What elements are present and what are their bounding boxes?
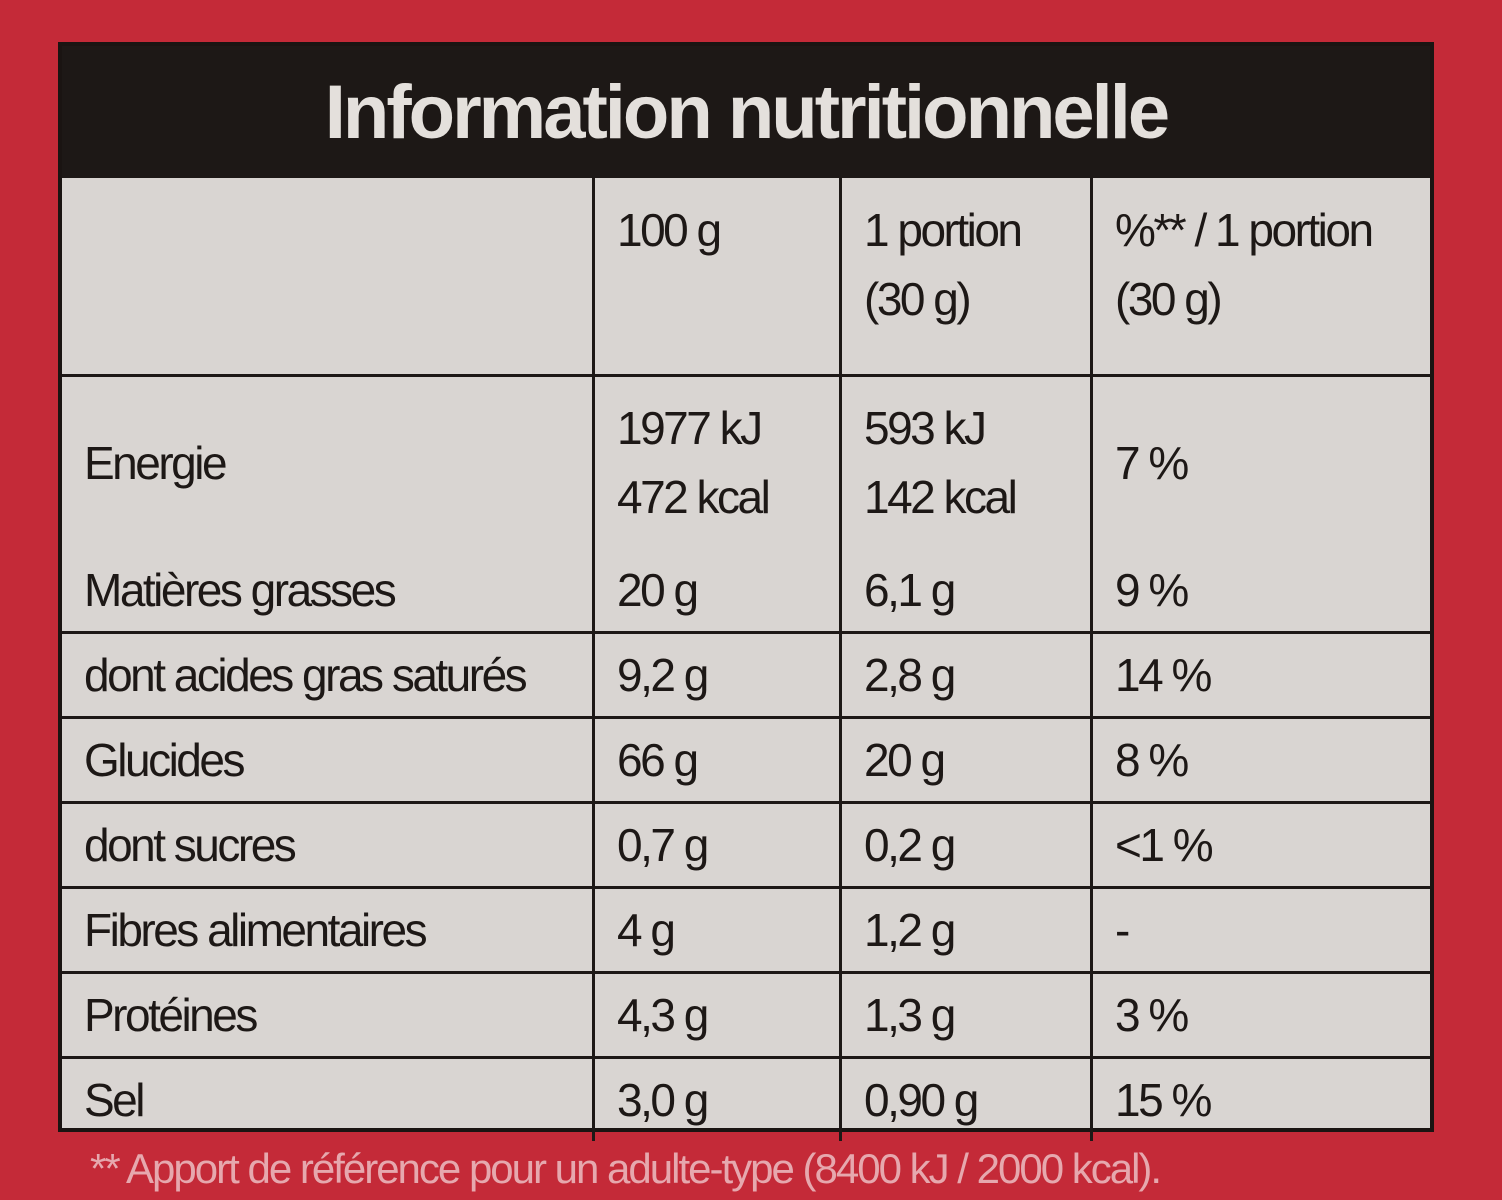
table-row-energy: Energie 1977 kJ 472 kcal 593 kJ 142 kcal 7…: [62, 374, 1430, 549]
header-pct-label: %** / 1 portion: [1115, 204, 1374, 256]
nutrition-table: 100 g 1 portion (30 g) %** / 1 portion (30…: [62, 178, 1430, 1141]
table-row: dont sucres 0,7 g 0,2 g <1 %: [62, 801, 1430, 889]
cell-portion: 0,2 g: [839, 801, 1093, 889]
cell-pct: 14 %: [1090, 631, 1430, 719]
energy-100g-kj: 1977 kJ: [617, 402, 763, 454]
cell-label: Sel: [62, 1056, 595, 1141]
cell-portion: 6,1 g: [839, 549, 1093, 634]
energy-portion: 593 kJ 142 kcal: [839, 374, 1093, 549]
cell-portion: 0,90 g: [839, 1056, 1093, 1141]
cell-pct: 8 %: [1090, 716, 1430, 804]
nutrition-panel: Information nutritionnelle 100 g 1 porti…: [58, 42, 1434, 1141]
cell-per100: 20 g: [592, 549, 842, 634]
cell-label: Fibres alimentaires: [62, 886, 595, 974]
cell-label: dont sucres: [62, 801, 595, 889]
cell-portion: 1,3 g: [839, 971, 1093, 1059]
table-title: Information nutritionnelle: [62, 46, 1430, 178]
energy-100g-kcal: 472 kcal: [617, 471, 771, 523]
cell-portion: 20 g: [839, 716, 1093, 804]
table-row: Fibres alimentaires 4 g 1,2 g-: [62, 886, 1430, 974]
cell-per100: 0,7 g: [592, 801, 842, 889]
energy-portion-kcal: 142 kcal: [864, 471, 1018, 523]
energy-100g: 1977 kJ 472 kcal: [592, 374, 842, 549]
header-100g: 100 g: [592, 178, 842, 377]
cell-label: dont acides gras saturés: [62, 631, 595, 719]
energy-pct: 7 %: [1090, 374, 1430, 549]
cell-label: Glucides: [62, 716, 595, 804]
header-portion-label: 1 portion: [864, 204, 1023, 256]
cell-portion: 2,8 g: [839, 631, 1093, 719]
row-label: Energie: [62, 374, 595, 549]
energy-portion-kj: 593 kJ: [864, 402, 987, 454]
cell-portion: 1,2 g: [839, 886, 1093, 974]
table-row: Sel 3,0 g 0,90 g 15 %: [62, 1056, 1430, 1141]
table-row: dont acides gras saturés 9,2 g 2,8 g 14 %: [62, 631, 1430, 719]
cell-pct: 15 %: [1090, 1056, 1430, 1141]
cell-pct: -: [1090, 886, 1430, 974]
cell-per100: 66 g: [592, 716, 842, 804]
cell-label: Protéines: [62, 971, 595, 1059]
header-portion: 1 portion (30 g): [839, 178, 1093, 377]
cell-pct: 9 %: [1090, 549, 1430, 634]
cell-per100: 9,2 g: [592, 631, 842, 719]
cell-pct: 3 %: [1090, 971, 1430, 1059]
header-portion-size: (30 g): [864, 273, 972, 325]
cell-label: Matières grasses: [62, 549, 595, 634]
cell-per100: 4 g: [592, 886, 842, 974]
header-pct: %** / 1 portion (30 g): [1090, 178, 1430, 377]
footnote: ** Apport de référence pour un adulte-ty…: [90, 1145, 1162, 1192]
cell-per100: 4,3 g: [592, 971, 842, 1059]
cell-pct: <1 %: [1090, 801, 1430, 889]
header-pct-size: (30 g): [1115, 273, 1223, 325]
header-100g-label: 100 g: [617, 204, 722, 256]
cell-per100: 3,0 g: [592, 1056, 842, 1141]
header-row: 100 g 1 portion (30 g) %** / 1 portion (30…: [62, 178, 1430, 377]
header-empty: [62, 178, 595, 377]
